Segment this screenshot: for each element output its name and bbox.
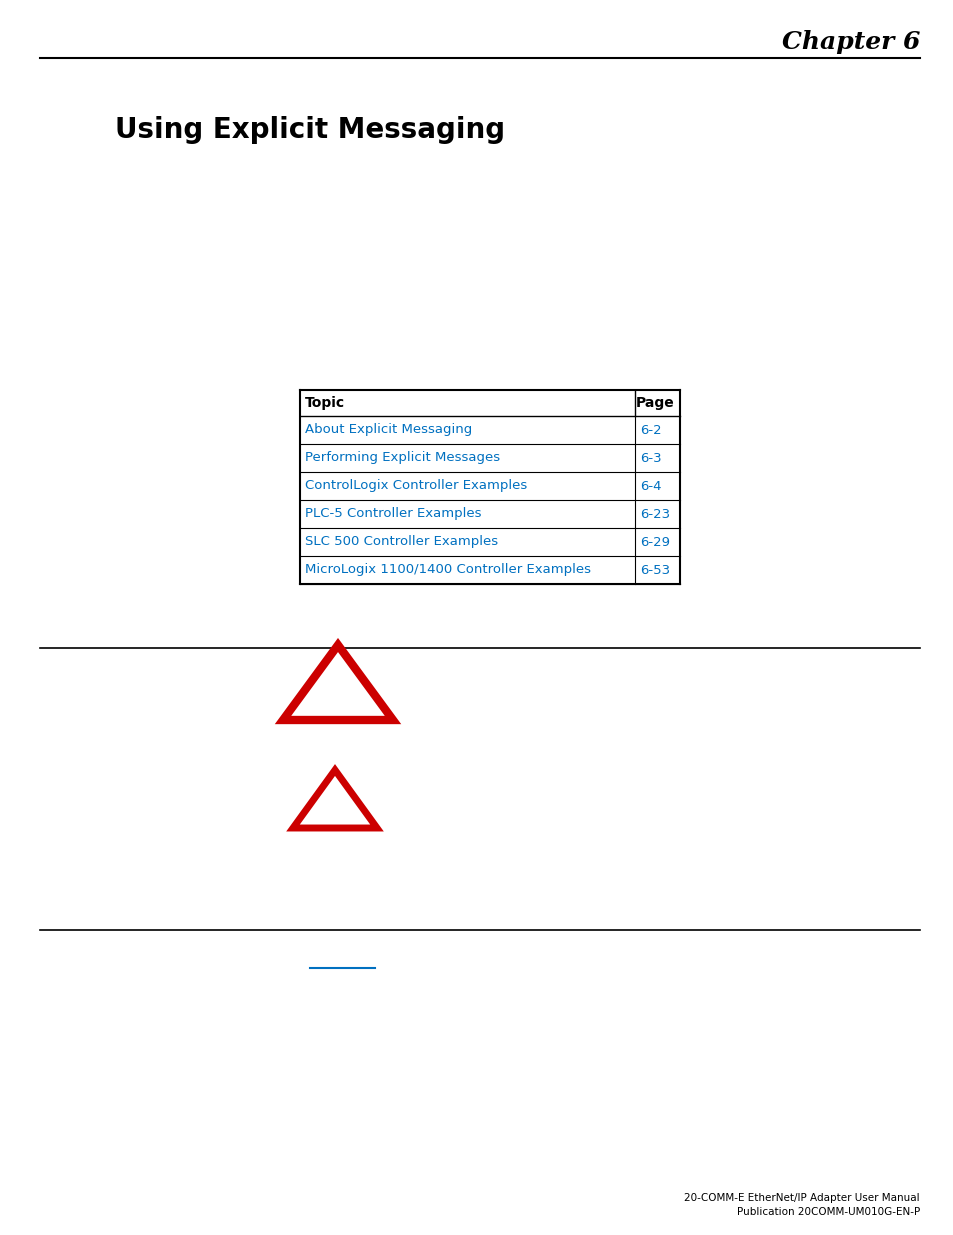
Text: SLC 500 Controller Examples: SLC 500 Controller Examples — [305, 536, 497, 548]
Text: PLC-5 Controller Examples: PLC-5 Controller Examples — [305, 508, 481, 520]
Text: 6-29: 6-29 — [639, 536, 669, 548]
Text: Publication 20COMM-UM010G-EN-P: Publication 20COMM-UM010G-EN-P — [736, 1207, 919, 1216]
Text: Chapter 6: Chapter 6 — [781, 30, 919, 54]
Text: 20-COMM-E EtherNet/IP Adapter User Manual: 20-COMM-E EtherNet/IP Adapter User Manua… — [683, 1193, 919, 1203]
Text: Page: Page — [636, 396, 675, 410]
Polygon shape — [283, 645, 393, 720]
Text: Performing Explicit Messages: Performing Explicit Messages — [305, 452, 499, 464]
Text: 6-3: 6-3 — [639, 452, 661, 464]
Polygon shape — [293, 769, 376, 827]
Text: 6-4: 6-4 — [639, 479, 660, 493]
Text: 6-23: 6-23 — [639, 508, 669, 520]
Text: Topic: Topic — [305, 396, 345, 410]
Text: 6-53: 6-53 — [639, 563, 669, 577]
Text: 6-2: 6-2 — [639, 424, 661, 436]
Text: ControlLogix Controller Examples: ControlLogix Controller Examples — [305, 479, 527, 493]
Text: Using Explicit Messaging: Using Explicit Messaging — [114, 116, 504, 144]
Text: MicroLogix 1100/1400 Controller Examples: MicroLogix 1100/1400 Controller Examples — [305, 563, 590, 577]
Text: About Explicit Messaging: About Explicit Messaging — [305, 424, 472, 436]
